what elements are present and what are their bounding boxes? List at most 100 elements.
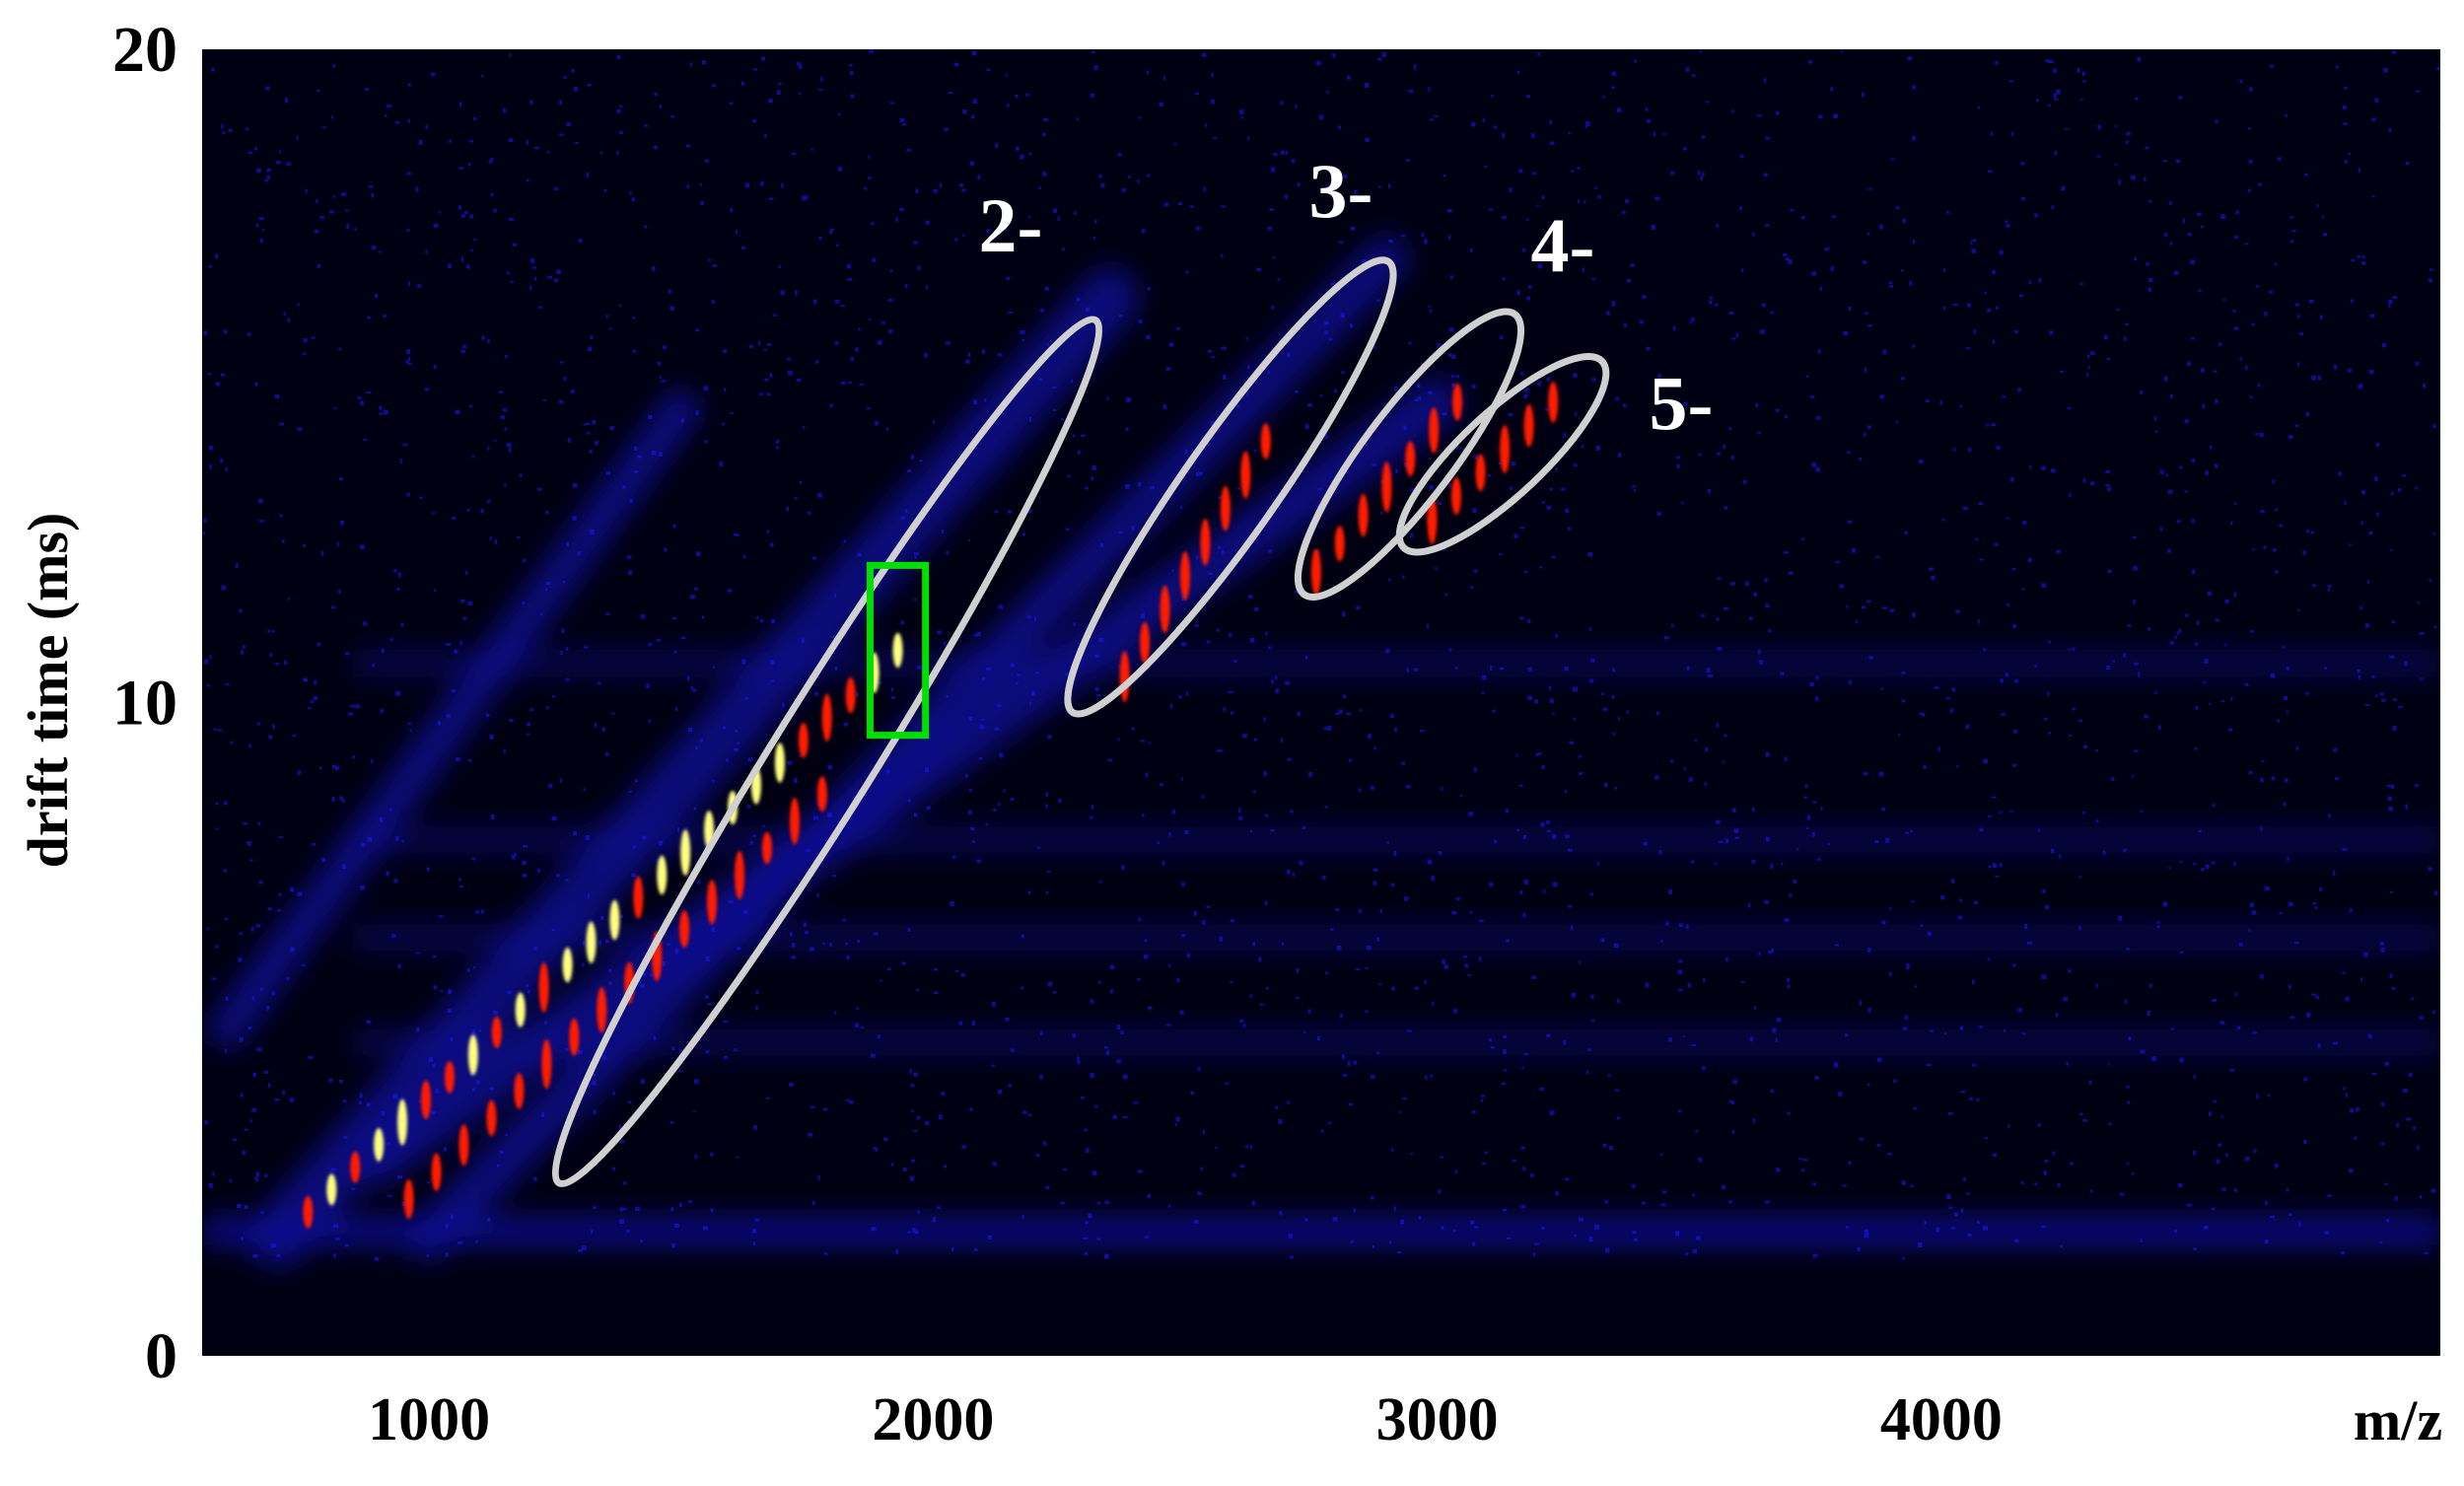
noise-dot — [1856, 619, 1859, 624]
noise-dot — [1358, 788, 1362, 793]
noise-dot — [1286, 1100, 1291, 1104]
noise-dot — [1617, 453, 1622, 458]
noise-dot — [2052, 1151, 2056, 1156]
noise-dot — [1759, 329, 1765, 334]
noise-dot — [1616, 999, 1620, 1004]
noise-dot — [246, 332, 251, 336]
noise-dot — [523, 558, 526, 563]
noise-dot — [2133, 600, 2136, 604]
noise-dot — [514, 852, 517, 857]
noise-dot — [2415, 784, 2419, 788]
noise-dot — [1167, 963, 1171, 967]
noise-dot — [2028, 280, 2032, 285]
noise-dot — [1846, 605, 1849, 608]
noise-dot — [259, 238, 263, 244]
noise-dot — [900, 516, 906, 520]
noise-dot — [2327, 1194, 2332, 1197]
noise-dot — [1555, 466, 1558, 471]
noise-dot — [1277, 278, 1281, 281]
noise-dot — [1658, 849, 1662, 855]
noise-dot — [1287, 757, 1292, 761]
noise-dot — [1906, 962, 1910, 968]
noise-dot — [1481, 1162, 1486, 1166]
noise-dot — [1669, 759, 1674, 763]
noise-dot — [2044, 904, 2049, 910]
noise-dot — [1888, 285, 1894, 288]
noise-dot — [626, 1230, 630, 1234]
noise-dot — [1428, 305, 1431, 309]
noise-dot — [771, 618, 775, 623]
peak — [1310, 548, 1321, 596]
noise-dot — [899, 207, 904, 212]
noise-dot — [1410, 488, 1416, 492]
noise-dot — [222, 130, 226, 135]
noise-dot — [1137, 1169, 1143, 1173]
noise-dot — [722, 349, 727, 353]
noise-dot — [1600, 938, 1605, 943]
noise-dot — [951, 1246, 954, 1251]
noise-dot — [752, 118, 757, 123]
noise-dot — [1428, 87, 1431, 92]
noise-dot — [1682, 147, 1687, 151]
noise-dot — [1691, 860, 1695, 864]
noise-dot — [2209, 702, 2212, 705]
noise-dot — [1320, 1130, 1324, 1133]
noise-dot — [526, 178, 529, 182]
noise-dot — [2013, 1238, 2019, 1243]
noise-dot — [1768, 951, 1772, 955]
noise-dot — [433, 985, 438, 990]
noise-dot — [702, 615, 705, 619]
noise-dot — [1198, 1067, 1201, 1072]
noise-dot — [1390, 713, 1394, 718]
noise-dot — [1073, 622, 1077, 626]
noise-dot — [1454, 447, 1459, 450]
noise-dot — [849, 63, 853, 67]
noise-dot — [246, 841, 251, 846]
noise-dot — [2174, 636, 2178, 639]
noise-dot — [1588, 1237, 1593, 1242]
noise-dot — [2235, 210, 2239, 215]
noise-dot — [2005, 220, 2008, 224]
noise-dot — [342, 864, 346, 870]
noise-dot — [1204, 123, 1207, 128]
noise-dot — [1353, 1060, 1358, 1065]
noise-dot — [493, 208, 497, 213]
noise-dot — [1516, 70, 1519, 74]
noise-dot — [1995, 875, 2000, 878]
noise-dot — [1039, 1030, 1043, 1035]
noise-dot — [2244, 1157, 2250, 1162]
noise-dot — [249, 859, 253, 862]
noise-dot — [1268, 549, 1273, 553]
noise-dot — [799, 92, 802, 96]
noise-dot — [2027, 557, 2032, 562]
noise-dot — [460, 214, 465, 218]
noise-dot — [292, 734, 297, 738]
noise-dot — [2082, 1118, 2087, 1122]
noise-dot — [242, 1150, 246, 1156]
noise-dot — [1437, 343, 1442, 348]
noise-dot — [673, 650, 677, 654]
noise-dot — [2264, 1239, 2269, 1244]
noise-dot — [458, 878, 461, 882]
noise-dot — [1509, 187, 1513, 193]
noise-dot — [366, 1102, 371, 1107]
noise-dot — [271, 990, 275, 996]
x-tick-label: 2000 — [872, 1386, 994, 1453]
noise-dot — [2203, 680, 2206, 684]
noise-dot — [1505, 809, 1510, 813]
noise-dot — [846, 955, 850, 960]
noise-dot — [795, 290, 798, 296]
noise-dot — [1488, 1038, 1493, 1042]
noise-dot — [276, 908, 282, 912]
noise-dot — [2185, 613, 2189, 617]
noise-dot — [462, 616, 466, 620]
noise-dot — [671, 1242, 675, 1248]
noise-dot — [736, 947, 741, 951]
noise-dot — [1390, 883, 1395, 887]
noise-dot — [658, 452, 663, 457]
noise-dot — [1446, 209, 1452, 213]
noise-dot — [2381, 1101, 2385, 1107]
noise-dot — [1208, 572, 1214, 575]
noise-dot — [1448, 483, 1451, 488]
noise-dot — [2089, 1189, 2093, 1193]
